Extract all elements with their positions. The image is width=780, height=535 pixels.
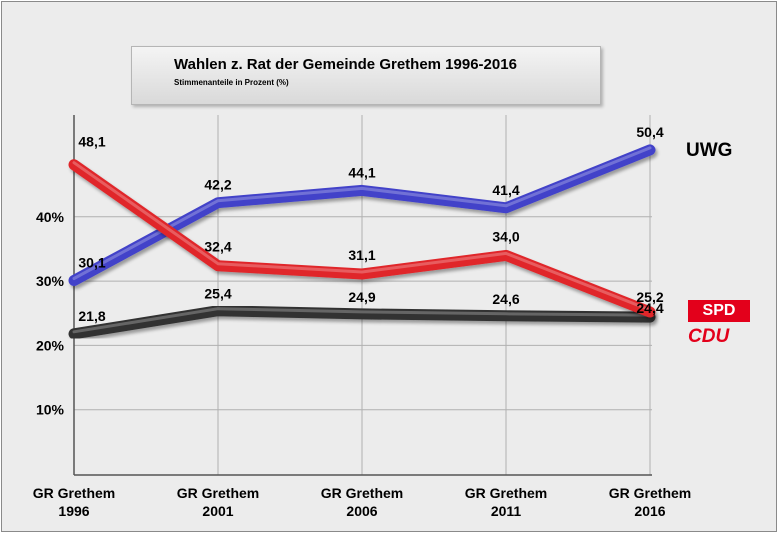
y-tick-label: 10% (36, 402, 65, 418)
data-label-cdu: 24,4 (636, 300, 663, 316)
x-category-label: GR Grethem 1996 (33, 485, 115, 519)
data-label-cdu: 25,4 (204, 286, 231, 302)
x-category-label: GR Grethem 2001 (177, 485, 259, 519)
data-label-uwg: 42,2 (204, 177, 231, 193)
data-label-cdu: 21,8 (78, 308, 105, 324)
data-label-spd: 34,0 (492, 228, 519, 244)
data-label-uwg: 30,1 (78, 254, 105, 270)
legend-spd: SPD (688, 300, 750, 322)
legend-uwg: UWG (686, 140, 733, 161)
x-category-label: GR Grethem 2006 (321, 485, 403, 519)
plot-area (74, 115, 652, 475)
x-category-label: GR Grethem 2016 (609, 485, 691, 519)
y-tick-label: 20% (36, 337, 65, 353)
x-category-label: GR Grethem 2011 (465, 485, 547, 519)
data-label-uwg: 44,1 (348, 164, 375, 180)
data-label-spd: 25,2 (636, 289, 663, 305)
data-label-uwg: 50,4 (636, 124, 663, 140)
title-box: Wahlen z. Rat der Gemeinde Grethem 1996-… (131, 46, 601, 105)
data-label-spd: 32,4 (204, 239, 231, 255)
series-highlight-spd (72, 161, 652, 312)
series-highlight-cdu (72, 307, 652, 334)
series-line-cdu (68, 305, 656, 340)
series-line-spd (68, 159, 656, 318)
data-label-spd: 48,1 (78, 134, 105, 150)
data-label-cdu: 24,6 (492, 291, 519, 307)
data-label-uwg: 41,4 (492, 182, 519, 198)
data-label-spd: 31,1 (348, 247, 375, 263)
legend-cdu: CDU (688, 326, 730, 347)
y-tick-label: 30% (36, 273, 65, 289)
chart-subtitle: Stimmenanteile in Prozent (%) (174, 78, 289, 87)
data-label-cdu: 24,9 (348, 289, 375, 305)
chart-title: Wahlen z. Rat der Gemeinde Grethem 1996-… (174, 56, 517, 73)
y-tick-label: 40% (36, 209, 65, 225)
